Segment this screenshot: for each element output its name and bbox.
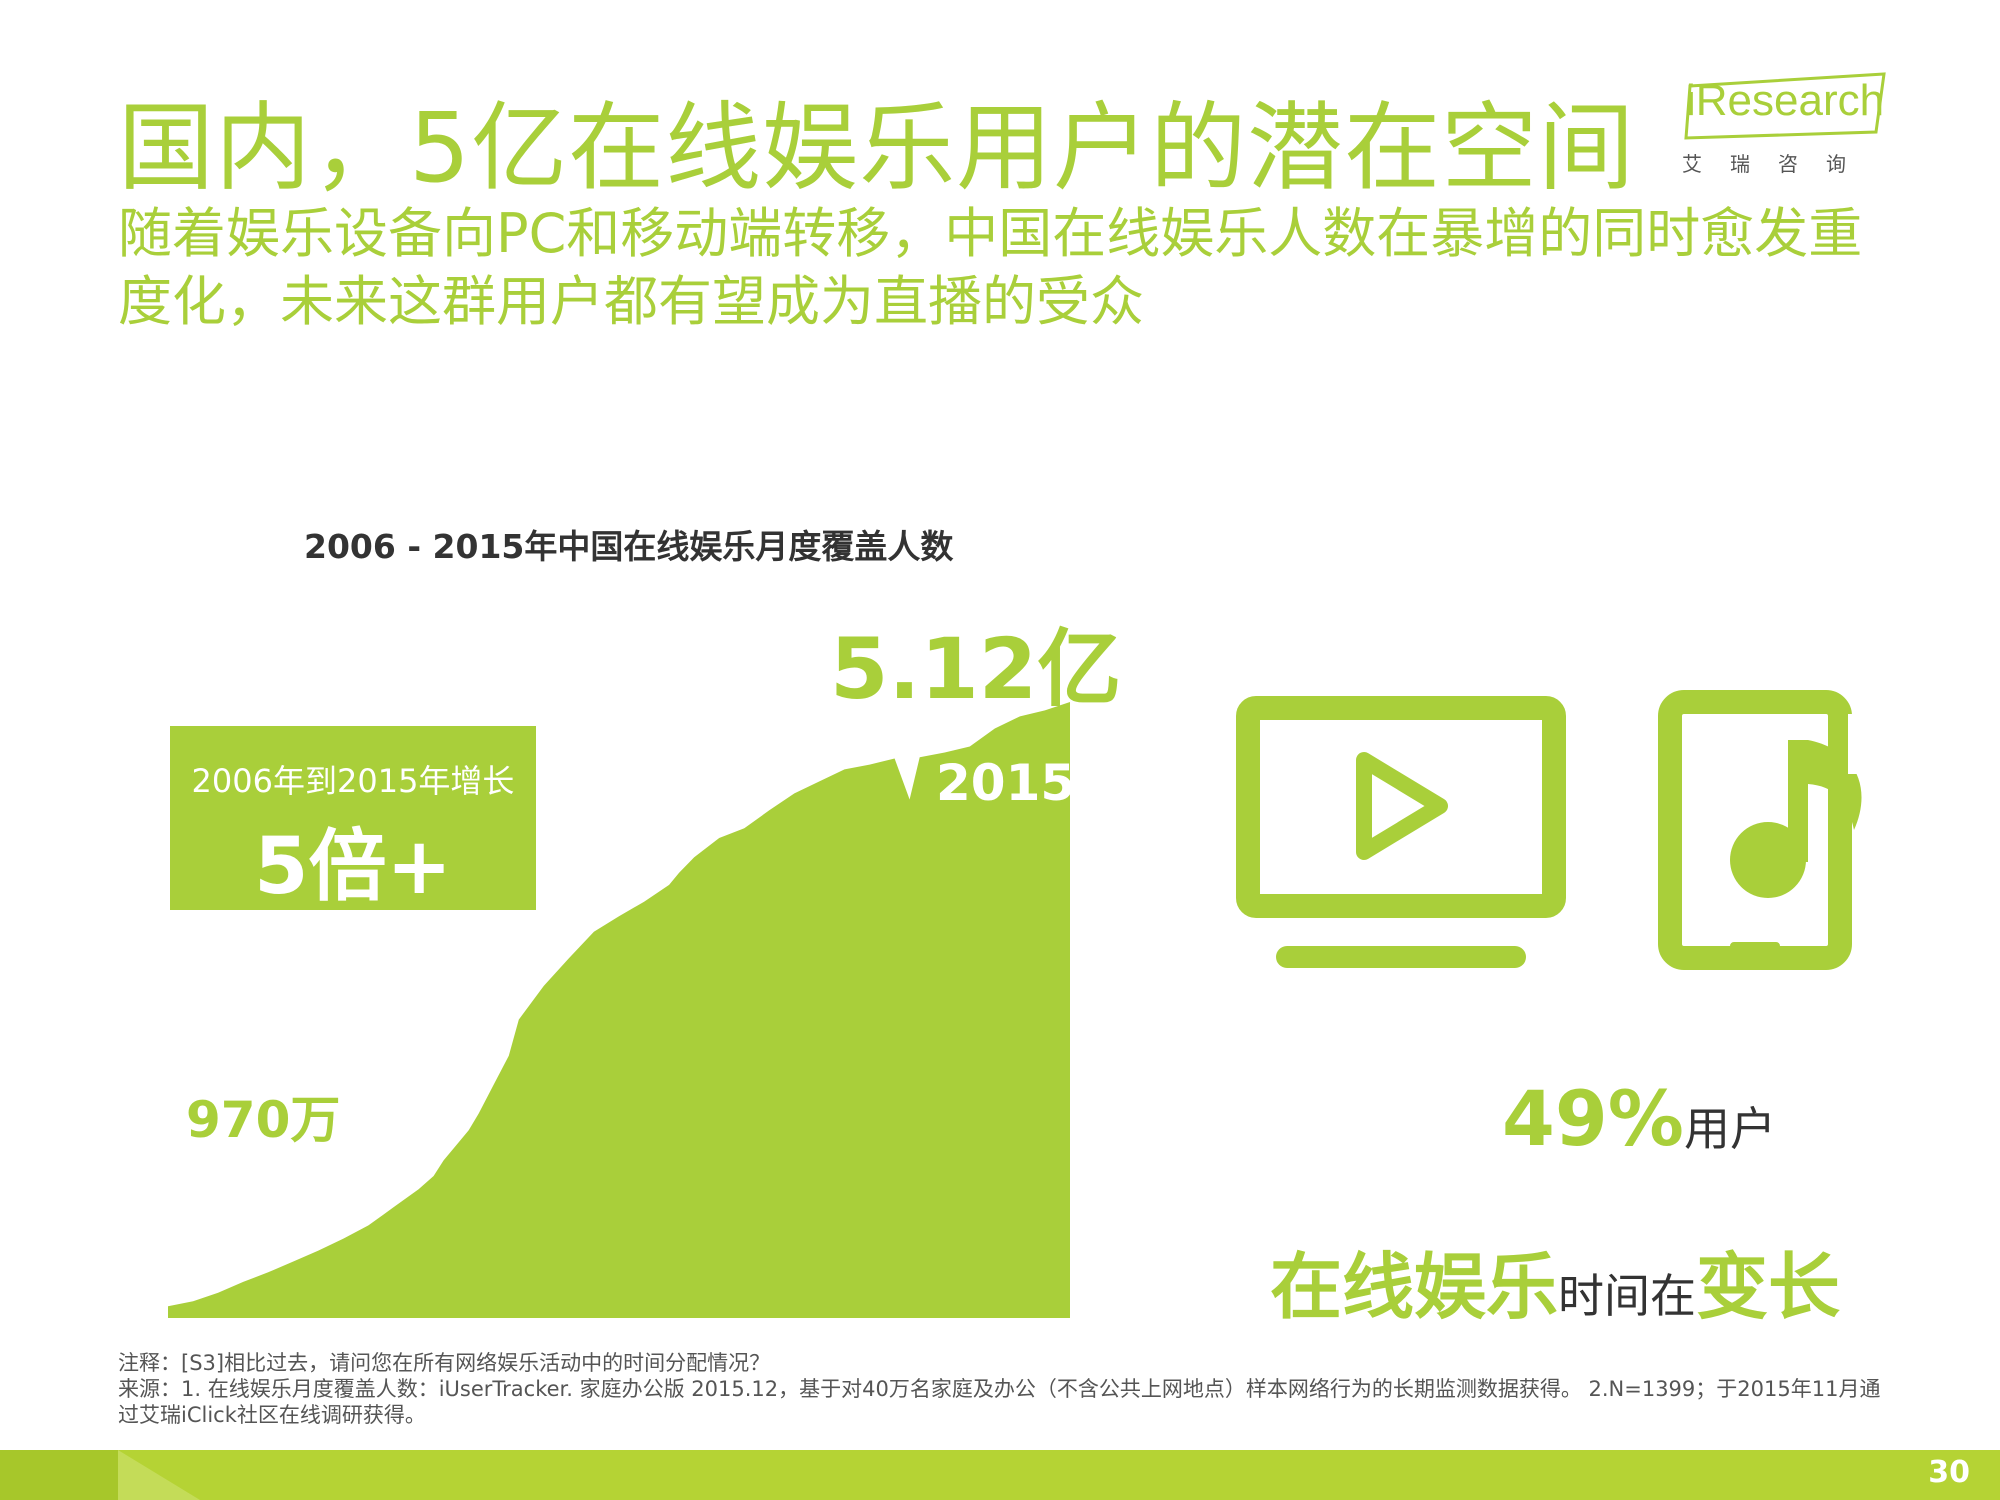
start-value-label: 970万 — [186, 1091, 341, 1149]
chart-title: 2006 - 2015年中国在线娱乐月度覆盖人数 — [304, 527, 954, 566]
music-phone-icon — [1658, 690, 1878, 970]
logo-subtext: 艾瑞咨询 — [1682, 152, 1874, 176]
logo-text: iResearch — [1686, 76, 1885, 125]
page-number: 30 — [1928, 1455, 1970, 1490]
area-series — [168, 702, 1070, 1318]
stat-percent-line: 49%用户 — [1434, 1074, 1844, 1163]
logo-shape — [1684, 72, 1886, 140]
stat-percent: 49% — [1502, 1074, 1684, 1163]
footnotes: 注释：[S3]相比过去，请问您在所有网络娱乐活动中的时间分配情况？ 来源：1. … — [118, 1350, 1898, 1428]
page-title: 国内，5亿在线娱乐用户的潜在空间 — [118, 92, 1636, 204]
footnote-note: 注释：[S3]相比过去，请问您在所有网络娱乐活动中的时间分配情况？ — [118, 1351, 771, 1375]
growth-box: 2006年到2015年增长 5倍+ — [170, 726, 536, 912]
footnote-source: 来源：1. 在线娱乐月度覆盖人数：iUserTracker. 家庭办公版 201… — [118, 1377, 1881, 1427]
end-year-label: 2015 — [936, 754, 1076, 812]
area-chart — [168, 702, 1070, 1318]
growth-value: 5倍+ — [254, 822, 452, 912]
stat-time-line: 在线娱乐时间在变长 — [1240, 1228, 1870, 1333]
stat-online-entertainment: 在线娱乐 — [1269, 1245, 1558, 1329]
peak-value-label: 5.12亿 — [830, 620, 1122, 718]
footer-bar — [0, 1450, 2000, 1500]
page-subtitle: 随着娱乐设备向PC和移动端转移，中国在线娱乐人数在暴增的同时愈发重度化，未来这群… — [118, 202, 1863, 333]
start-year-label: 2006 — [200, 1188, 340, 1246]
stat-longer: 变长 — [1696, 1245, 1841, 1329]
stat-percent-suffix: 用户 — [1683, 1102, 1776, 1156]
video-monitor-icon — [1236, 696, 1566, 968]
iresearch-logo: iResearch 艾瑞咨询 — [1680, 72, 1892, 176]
growth-description: 2006年到2015年增长 — [191, 762, 515, 800]
stat-time: 时间在 — [1558, 1269, 1696, 1323]
